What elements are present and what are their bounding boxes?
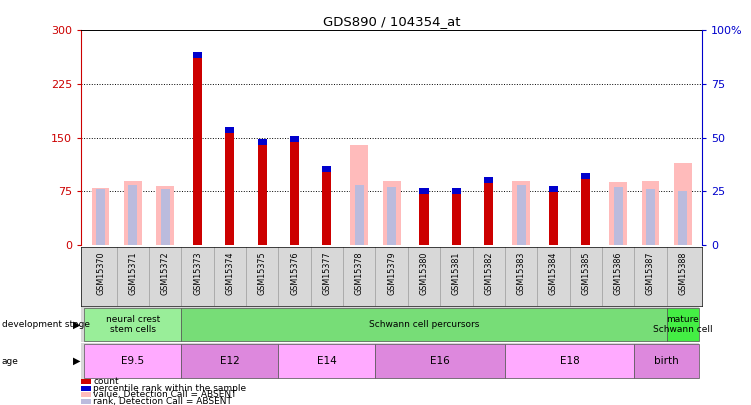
Bar [452,188,461,245]
Bar [549,186,558,192]
Text: GSM15379: GSM15379 [388,252,396,295]
Text: E14: E14 [317,356,337,366]
Text: GSM15384: GSM15384 [549,252,558,295]
Bar [322,166,331,172]
Text: rank, Detection Call = ABSENT: rank, Detection Call = ABSENT [93,397,232,405]
Bar [225,127,234,133]
Text: GSM15380: GSM15380 [420,252,429,295]
Bar [581,173,590,245]
Text: E9.5: E9.5 [122,356,144,366]
Text: percentile rank within the sample: percentile rank within the sample [93,384,246,393]
Bar [182,308,667,341]
Bar [420,188,429,194]
Bar [387,187,397,245]
Bar [156,186,174,245]
Text: ▶: ▶ [73,356,80,366]
Bar [258,139,267,145]
Bar [674,163,692,245]
Bar [549,186,558,245]
Bar [279,345,376,377]
Text: neural crest
stem cells: neural crest stem cells [106,315,160,334]
Bar [193,52,202,245]
Bar [678,192,687,245]
Bar [96,189,105,245]
Text: birth: birth [654,356,679,366]
Text: GSM15375: GSM15375 [258,252,267,295]
Text: ▶: ▶ [73,320,80,330]
Bar [290,136,299,142]
Text: GSM15372: GSM15372 [161,252,170,295]
Text: GSM15376: GSM15376 [290,252,299,295]
Text: count: count [93,377,119,386]
Title: GDS890 / 104354_at: GDS890 / 104354_at [323,15,460,28]
Bar [258,139,267,245]
Bar [646,189,655,245]
Text: GSM15383: GSM15383 [517,252,526,295]
Text: GSM15374: GSM15374 [225,252,234,295]
Bar [84,345,182,377]
Text: GSM15385: GSM15385 [581,252,590,295]
Bar [92,188,110,245]
Bar [182,345,279,377]
Bar [161,189,170,245]
Bar [128,185,137,245]
Bar [193,52,202,58]
Text: GSM15388: GSM15388 [678,252,687,295]
Text: GSM15370: GSM15370 [96,252,105,295]
Bar [322,166,331,245]
Bar [614,187,623,245]
Bar [225,127,234,245]
Text: E18: E18 [559,356,580,366]
Text: age: age [2,356,18,366]
Bar [84,308,182,341]
Text: value, Detection Call = ABSENT: value, Detection Call = ABSENT [93,390,237,399]
Bar [354,185,363,245]
Bar [484,177,493,183]
Bar [581,173,590,179]
Text: GSM15381: GSM15381 [452,252,461,295]
Bar [124,181,142,245]
Bar [383,181,400,245]
Bar [351,145,368,245]
Bar [609,182,627,245]
Text: GSM15378: GSM15378 [354,252,363,295]
Text: Schwann cell percursors: Schwann cell percursors [369,320,479,329]
Bar [512,181,530,245]
Bar [420,188,429,245]
Bar [484,177,493,245]
Bar [517,185,526,245]
Bar [376,345,505,377]
Text: GSM15371: GSM15371 [128,252,137,295]
Text: E16: E16 [430,356,450,366]
Bar [452,188,461,194]
Text: GSM15373: GSM15373 [193,252,202,295]
Bar [641,181,659,245]
Bar [667,308,699,341]
Bar [505,345,635,377]
Text: GSM15377: GSM15377 [322,252,331,295]
Bar [290,136,299,245]
Text: GSM15382: GSM15382 [484,252,493,295]
Text: GSM15387: GSM15387 [646,252,655,295]
Text: E12: E12 [220,356,240,366]
Bar [635,345,699,377]
Text: GSM15386: GSM15386 [614,252,623,295]
Text: development stage: development stage [2,320,89,329]
Text: mature
Schwann cell: mature Schwann cell [653,315,713,334]
